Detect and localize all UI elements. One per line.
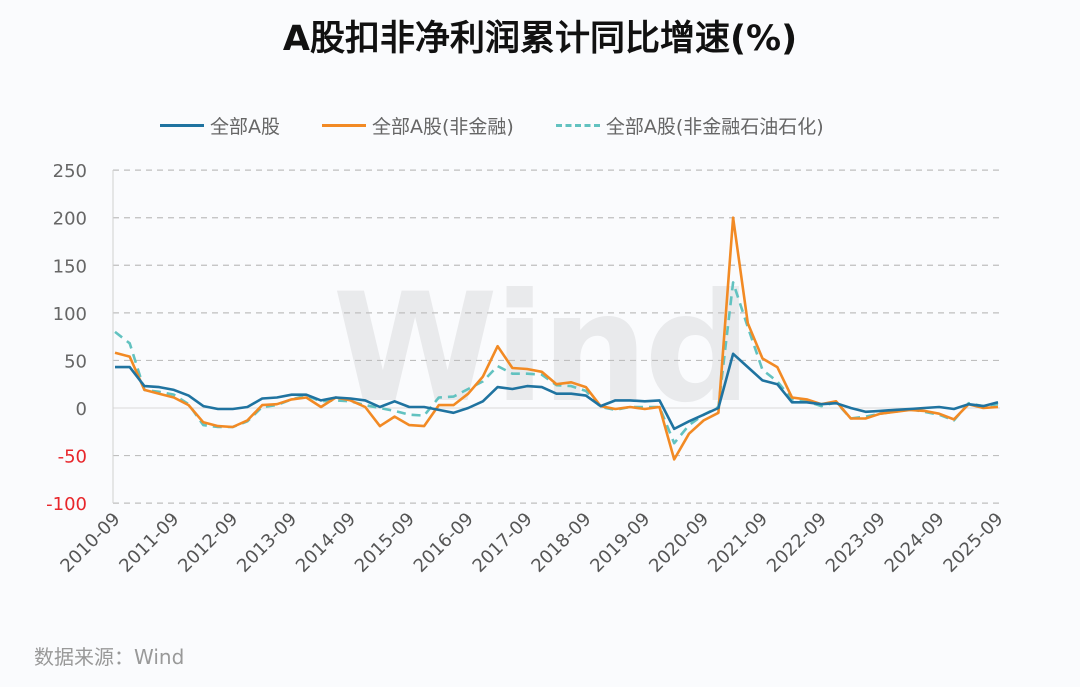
wind-watermark: Wind: [332, 262, 751, 436]
x-tick-label: 2020-09: [645, 509, 713, 577]
watermark-text: Wind: [332, 262, 747, 436]
series-line: [115, 352, 999, 431]
y-tick-label: -100: [46, 494, 87, 515]
y-tick-label: 0: [76, 399, 87, 420]
series-line: [114, 216, 999, 461]
y-tick-label: 50: [64, 351, 87, 372]
chart-legend: 全部A股 全部A股(非金融) 全部A股(非金融石油石化): [160, 112, 866, 139]
x-tick-label: 2016-09: [410, 509, 478, 577]
x-tick-label: 2014-09: [292, 509, 360, 577]
x-tick-label: 2012-09: [174, 509, 242, 577]
x-tick-label: 2022-09: [763, 509, 831, 577]
legend-item-all-a-shares[interactable]: 全部A股: [160, 112, 280, 139]
y-tick-label: 250: [53, 161, 87, 182]
x-tick-label: 2021-09: [704, 509, 772, 577]
x-tick-label: 2017-09: [469, 509, 537, 577]
x-tick-label: 2019-09: [586, 509, 654, 577]
x-tick-label: 2011-09: [115, 509, 183, 577]
x-tick-label: 2015-09: [351, 509, 419, 577]
legend-label: 全部A股(非金融石油石化): [605, 116, 824, 138]
gridlines: [113, 169, 1000, 504]
legend-dashed-line-icon: [555, 124, 600, 127]
y-tick-label: 200: [53, 209, 87, 230]
y-tick-label: 150: [53, 256, 87, 277]
legend-label: 全部A股: [210, 116, 280, 138]
x-tick-label: 2018-09: [527, 509, 595, 577]
y-axis: 250 200 150 100 50 0 -50 -100: [46, 161, 114, 515]
x-tick-label: 2023-09: [822, 509, 890, 577]
legend-item-non-financial-ex-petro[interactable]: 全部A股(非金融石油石化): [555, 112, 824, 139]
x-tick-label: 2025-09: [939, 509, 1007, 577]
legend-item-non-financial[interactable]: 全部A股(非金融): [322, 112, 514, 139]
chart-title: A股扣非净利润累计同比增速(%): [282, 19, 798, 59]
legend-solid-line-icon: [322, 124, 366, 127]
y-tick-label: -50: [58, 447, 87, 468]
y-tick-label: 100: [53, 304, 87, 325]
series-lines: [114, 216, 999, 461]
legend-solid-line-icon: [160, 124, 204, 127]
x-tick-label: 2010-09: [56, 509, 124, 577]
x-axis: 2010-092011-092012-092013-092014-092015-…: [56, 509, 1007, 577]
data-source-note: 数据来源：Wind: [34, 645, 185, 669]
legend-label: 全部A股(非金融): [372, 116, 514, 138]
x-tick-label: 2024-09: [881, 509, 949, 577]
x-tick-label: 2013-09: [233, 509, 301, 577]
